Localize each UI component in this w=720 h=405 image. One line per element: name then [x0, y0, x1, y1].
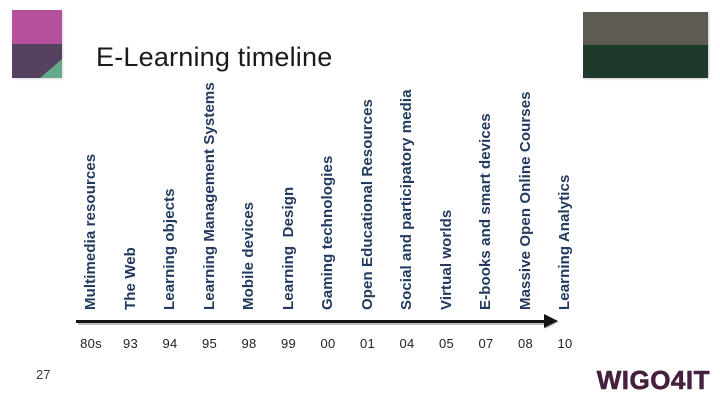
- timeline-axis-line: [76, 320, 546, 323]
- timeline-year-label: 01: [359, 336, 376, 351]
- timeline-topic-label: Social and participatory media: [398, 89, 415, 310]
- timeline-topic-label: Virtual worlds: [437, 209, 455, 310]
- timeline-year-label: 00: [320, 336, 336, 351]
- wigo4it-wordmark: WIGO4IT: [596, 365, 710, 396]
- timeline-topic-label: Learning Management Systems: [200, 82, 218, 310]
- timeline-year-label: 80s: [80, 336, 102, 351]
- timeline-topic-label: The Web: [121, 247, 139, 310]
- band-gray-block: [583, 12, 708, 45]
- logo-pink-block: [12, 10, 62, 44]
- timeline-topic-label: Massive Open Online Courses: [516, 91, 534, 310]
- timeline-topic-label: Mobile devices: [240, 201, 257, 310]
- timeline-topic-label: Learning objects: [161, 188, 178, 310]
- band-green-block: [583, 45, 708, 78]
- timeline-year-label: 10: [557, 336, 573, 351]
- timeline-year-label: 98: [241, 336, 257, 351]
- timeline-year-label: 04: [399, 336, 415, 351]
- timeline-year-label: 94: [162, 336, 178, 351]
- slide-title: E-Learning timeline: [96, 42, 333, 72]
- timeline-year-label: 07: [478, 336, 494, 351]
- timeline-arrowhead-icon: [544, 314, 558, 328]
- timeline-topic-label: Open Educational Resources: [358, 99, 376, 310]
- timeline-topic-label: Multimedia resources: [82, 153, 99, 310]
- timeline-year-label: 05: [438, 336, 455, 351]
- timeline-topic-label: Gaming technologies: [319, 155, 336, 310]
- timeline-topic-label: Learning Analytics: [556, 174, 573, 310]
- page-number: 27: [36, 367, 51, 382]
- timeline-year-label: 99: [280, 336, 297, 351]
- partner-logo-band: [583, 12, 708, 78]
- timeline-year-label: 08: [517, 336, 534, 351]
- timeline-topic-label: Learning Design: [279, 186, 297, 310]
- timeline-year-label: 95: [201, 336, 218, 351]
- timeline-topic-label: E-books and smart devices: [477, 113, 494, 310]
- deck-logo-mark: [12, 10, 62, 78]
- timeline-year-label: 93: [122, 336, 139, 351]
